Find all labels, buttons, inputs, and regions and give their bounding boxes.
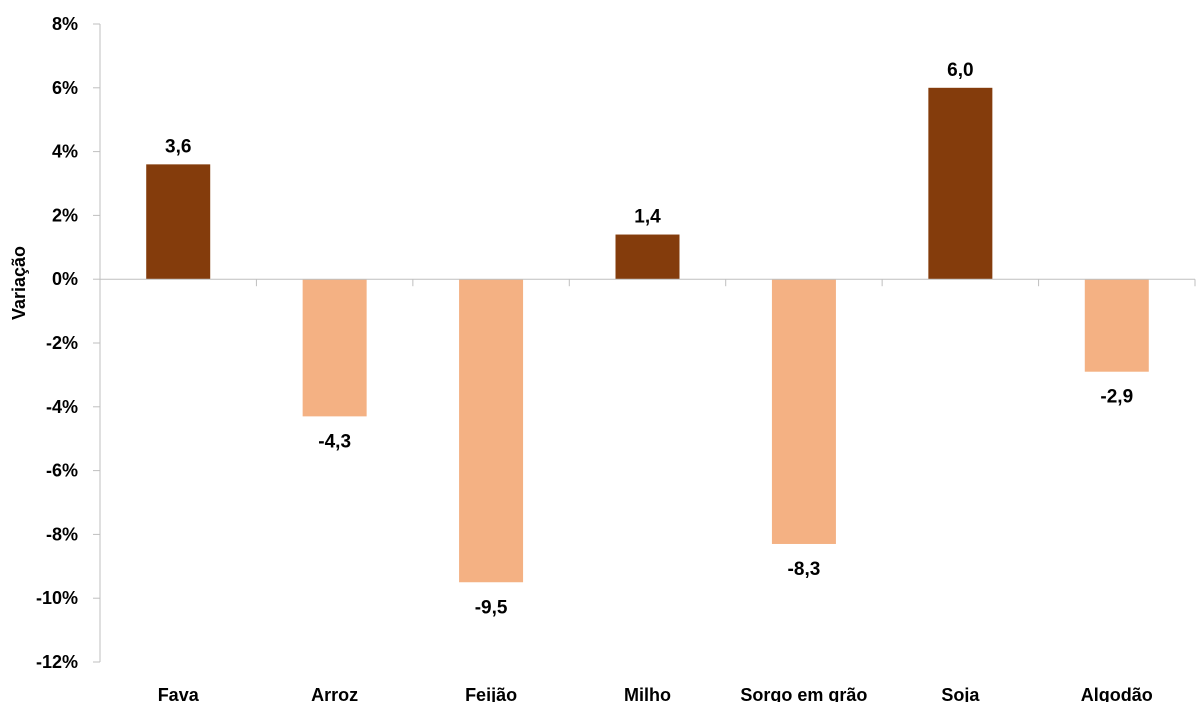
category-label: Fava [158,685,200,702]
y-tick-label: 6% [52,78,78,98]
data-label: 1,4 [634,207,661,228]
bar-6 [1084,279,1149,372]
y-tick-label: 0% [52,269,78,289]
y-tick-label: -4% [46,397,78,417]
bar-1 [302,279,367,417]
bar-0 [146,164,211,280]
x-axis [99,278,1196,287]
y-tick-label: 8% [52,14,78,34]
category-label: Arroz [311,685,358,702]
data-label: -4,3 [318,431,351,452]
y-axis-ticks: 8% 6% 4% 2% 0% -2% -4% -6% -8% -10% -12% [36,14,101,672]
y-tick-label: -10% [36,588,78,608]
data-label: 6,0 [947,60,973,81]
y-tick-label: -6% [46,461,78,481]
y-tick-label: -12% [36,652,78,672]
y-tick-label: 4% [52,142,78,162]
data-labels: 3,6 -4,3 -9,5 1,4 -8,3 6,0 -2,9 [165,60,1133,618]
bar-4 [771,279,836,544]
category-label: Algodão [1081,685,1153,702]
category-label: Soja [941,685,980,702]
y-axis-title: Variação [9,246,29,320]
category-label: Feijão [465,685,517,702]
y-tick-label: -8% [46,524,78,544]
bar-3 [615,234,680,280]
bar-5 [928,87,993,280]
category-label: Sorgo em grão [740,685,867,702]
data-label: -9,5 [475,597,508,618]
data-label: -2,9 [1100,387,1133,408]
bar-2 [459,279,524,583]
category-label: Milho [624,685,671,702]
y-tick-label: -2% [46,333,78,353]
bars [146,87,1149,583]
data-label: -8,3 [788,559,821,580]
category-labels: Fava Arroz Feijão Milho Sorgo em grão Soja Alg… [158,685,1153,702]
data-label: 3,6 [165,136,191,157]
y-tick-label: 2% [52,205,78,225]
